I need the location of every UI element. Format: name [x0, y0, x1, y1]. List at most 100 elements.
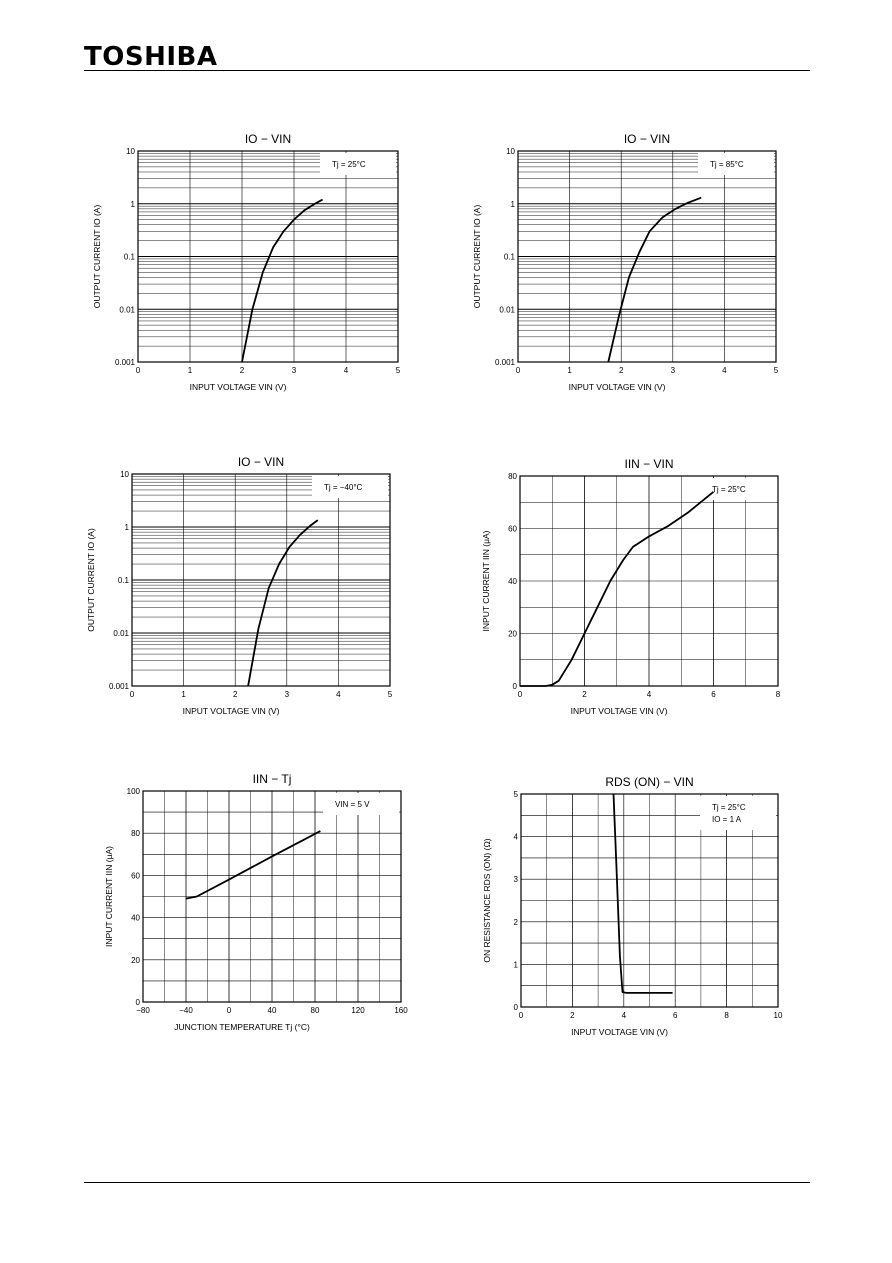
y-tick-label: 0.01 [113, 629, 129, 638]
annotation-text: Tj = 25°C [712, 485, 746, 494]
y-tick-label: 5 [514, 790, 519, 799]
annotation-text: VIN = 5 V [335, 800, 370, 809]
grid [131, 474, 391, 687]
x-tick-label: 5 [396, 366, 401, 375]
x-axis-label: JUNCTION TEMPERATURE Tj (°C) [174, 1022, 310, 1032]
x-tick-label: 0 [519, 1011, 524, 1020]
grid [142, 790, 402, 1003]
x-tick-label: 40 [268, 1006, 277, 1015]
x-tick-label: 8 [724, 1011, 729, 1020]
y-tick-label: 1 [131, 200, 136, 209]
x-tick-label: 2 [619, 366, 624, 375]
grid [519, 475, 779, 687]
x-tick-label: −40 [179, 1006, 193, 1015]
y-tick-label: 0 [513, 682, 518, 691]
x-axis-label: INPUT VOLTAGE VIN (V) [190, 382, 287, 392]
y-tick-label: 1 [511, 200, 516, 209]
annotation-text: Tj = 25°C [712, 803, 746, 812]
x-tick-label: 8 [776, 690, 781, 699]
plot-frame [131, 473, 391, 687]
x-tick-label: 0 [130, 690, 135, 699]
x-axis-label: INPUT VOLTAGE VIN (V) [571, 1027, 668, 1037]
x-tick-label: 5 [388, 690, 393, 699]
x-tick-label: 4 [647, 690, 652, 699]
x-axis-label: INPUT VOLTAGE VIN (V) [183, 706, 280, 716]
y-axis-label: OUTPUT CURRENT IO (A) [472, 205, 482, 309]
x-tick-label: 4 [344, 366, 349, 375]
x-tick-label: 3 [285, 690, 290, 699]
y-axis-label: OUTPUT CURRENT IO (A) [86, 528, 96, 632]
header-divider [84, 70, 810, 71]
x-tick-label: 0 [136, 366, 141, 375]
y-tick-label: 10 [126, 147, 135, 156]
annotation-box [320, 153, 396, 175]
x-tick-label: 1 [188, 366, 193, 375]
series-line-0 [247, 519, 319, 687]
y-tick-label: 0.001 [115, 358, 136, 367]
x-tick-label: 6 [673, 1011, 678, 1020]
chart-title: IIN − VIN [624, 457, 673, 471]
y-tick-label: 3 [514, 875, 519, 884]
chart-io-vin-minus40c: 0 1 2 3 4 5 0.001 0.01 0.1 1 10 IO − VIN INPUT VOLTA… [86, 455, 393, 716]
chart-title: RDS (ON) − VIN [605, 775, 693, 789]
chart-title: IIN − Tj [253, 772, 292, 786]
y-tick-label: 100 [127, 787, 141, 796]
x-tick-label: 2 [570, 1011, 575, 1020]
x-tick-label: −80 [136, 1006, 150, 1015]
y-axis-label: INPUT CURRENT IIN (μA) [104, 846, 114, 947]
y-axis-label: OUTPUT CURRENT IO (A) [92, 205, 102, 309]
x-tick-label: 0 [227, 1006, 232, 1015]
plot-frame [137, 150, 399, 363]
y-tick-label: 0.01 [119, 305, 135, 314]
annotation-box [700, 478, 776, 500]
x-tick-label: 160 [394, 1006, 408, 1015]
annotation-text: Tj = 85°C [710, 160, 744, 169]
x-tick-label: 80 [311, 1006, 320, 1015]
x-tick-label: 4 [722, 366, 727, 375]
x-tick-label: 2 [582, 690, 587, 699]
x-tick-label: 1 [181, 690, 186, 699]
y-tick-label: 1 [125, 523, 130, 532]
series-line-0 [607, 196, 702, 363]
y-axis-label: INPUT CURRENT IIN (μA) [481, 530, 491, 631]
grid [137, 151, 399, 363]
annotation-text: Tj = 25°C [332, 160, 366, 169]
x-tick-label: 1 [567, 366, 572, 375]
x-tick-label: 2 [233, 690, 238, 699]
y-tick-label: 80 [131, 829, 140, 838]
chart-io-vin-25c: 0 1 2 3 4 5 0.001 0.01 0.1 1 10 IO − VIN INPUT VOLTA… [92, 132, 401, 392]
annotation-box [323, 793, 399, 815]
y-tick-label: 0.01 [499, 305, 515, 314]
series-line-0 [241, 198, 324, 363]
footer-divider [84, 1182, 810, 1183]
plot-frame [142, 790, 402, 1003]
y-tick-label: 0.001 [109, 682, 130, 691]
y-tick-label: 10 [120, 470, 129, 479]
chart-title: IO − VIN [624, 132, 670, 146]
y-tick-label: 40 [508, 577, 517, 586]
y-tick-label: 1 [514, 960, 519, 969]
plot-frame [520, 793, 779, 1008]
y-tick-label: 0.1 [504, 253, 516, 262]
y-tick-label: 20 [508, 630, 517, 639]
grid [517, 151, 777, 363]
annotation-box [700, 796, 776, 830]
x-tick-label: 0 [518, 690, 523, 699]
y-tick-label: 60 [131, 871, 140, 880]
x-tick-label: 3 [671, 366, 676, 375]
chart-iin-tj: −80 −40 0 40 80 120 160 0 20 40 60 80 100 IIN − Tj JUN… [104, 772, 408, 1032]
y-tick-label: 20 [131, 956, 140, 965]
chart-rds-on-vin: 0 2 4 6 8 10 0 1 2 3 4 5 RDS (ON) − VIN INPUT VOLTAGE… [482, 775, 783, 1037]
y-tick-label: 40 [131, 914, 140, 923]
series-line-0 [520, 491, 715, 687]
x-tick-label: 4 [622, 1011, 627, 1020]
y-tick-label: 0.1 [124, 253, 136, 262]
plot-frame [517, 150, 777, 363]
y-tick-label: 0 [136, 998, 141, 1007]
y-tick-label: 0.001 [495, 358, 516, 367]
x-tick-label: 3 [292, 366, 297, 375]
annotation-text: Tj = −40°C [324, 483, 363, 492]
chart-title: IO − VIN [238, 455, 284, 469]
x-axis-label: INPUT VOLTAGE VIN (V) [569, 382, 666, 392]
